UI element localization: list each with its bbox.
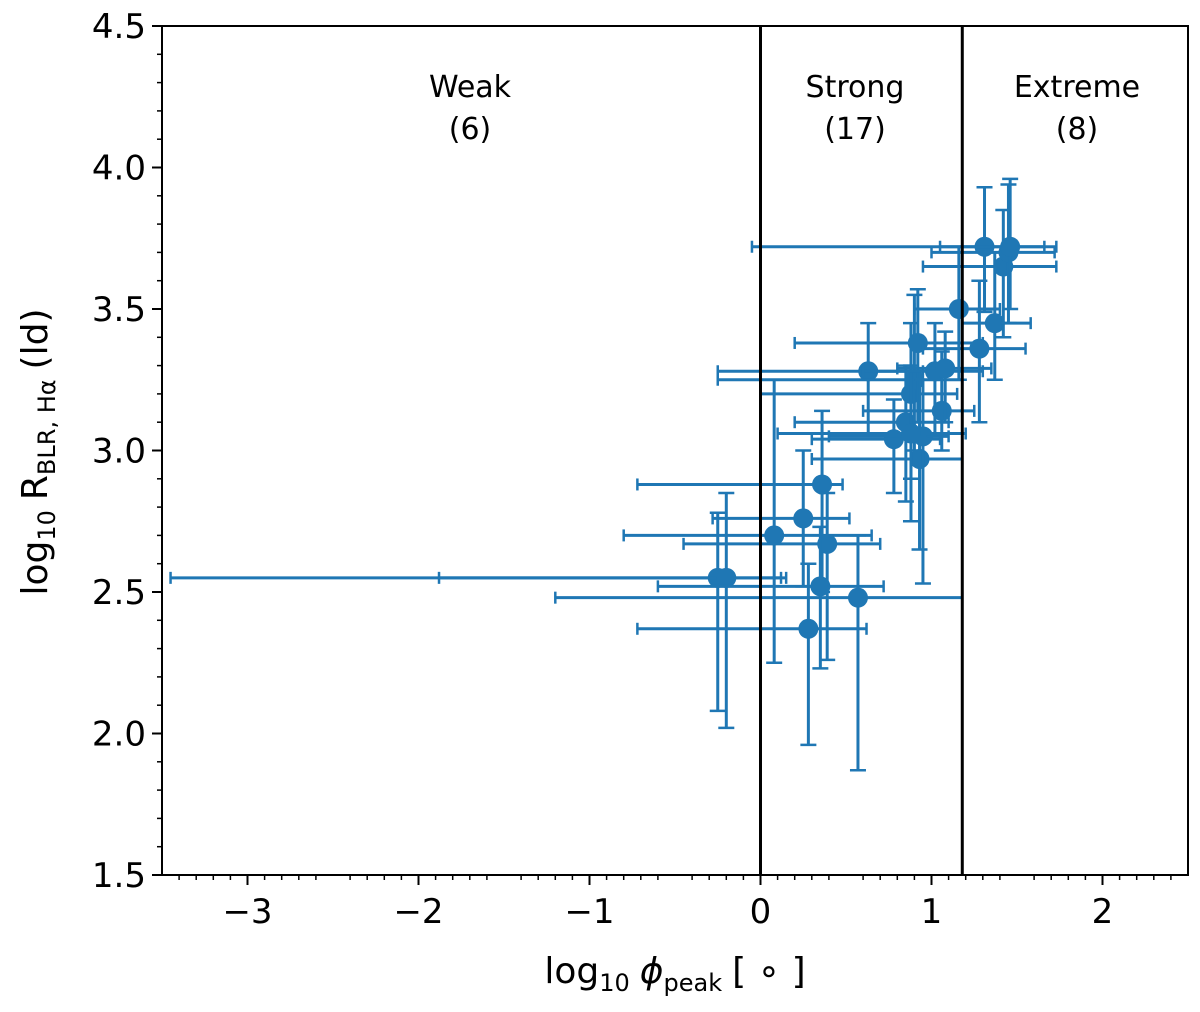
- data-point: [961, 251, 1032, 381]
- x-tick-label: 0: [750, 892, 772, 932]
- x-tick-label: 1: [921, 892, 943, 932]
- y-tick-label: 2.5: [92, 573, 146, 613]
- plot-frame: [161, 25, 1189, 876]
- data-marker: [984, 313, 1005, 334]
- region-labels: Weak (6) Strong (17) Extreme (8): [429, 70, 1140, 147]
- data-point: [930, 183, 1056, 325]
- x-tick-label: −1: [564, 892, 614, 932]
- data-marker: [969, 338, 990, 359]
- region-count-strong: (17): [824, 112, 886, 147]
- x-label-log-sub: 10: [599, 969, 630, 997]
- data-point: [437, 491, 788, 730]
- data-point: [711, 449, 851, 588]
- data-point: [636, 409, 844, 594]
- data-marker: [900, 423, 921, 444]
- data-marker: [1000, 236, 1021, 257]
- data-marker: [716, 567, 737, 588]
- x-axis-label: log10 ϕpeak [ ∘ ]: [544, 951, 805, 997]
- region-label-weak: Weak: [429, 70, 512, 105]
- data-marker: [817, 533, 838, 554]
- region-count-weak: (6): [449, 112, 492, 147]
- data-marker: [935, 358, 956, 379]
- data-marker: [793, 508, 814, 529]
- y-tick-label: 3.5: [92, 290, 146, 330]
- data-point: [896, 330, 993, 424]
- data-marker: [909, 448, 930, 469]
- y-label-unit: (ld): [15, 308, 56, 369]
- data-marker: [798, 618, 819, 639]
- y-tick-label: 1.5: [92, 856, 146, 896]
- y-label-r-sub: BLR, Hα: [33, 379, 61, 475]
- data-point: [810, 370, 964, 551]
- region-divider-lines: [759, 26, 964, 875]
- region-count-extreme: (8): [1056, 112, 1099, 147]
- y-tick-label: 2.0: [92, 715, 146, 755]
- data-point: [776, 364, 967, 523]
- y-axis-label: log10 RBLR, Hα (ld): [15, 308, 61, 595]
- data-point: [682, 491, 882, 662]
- x-label-phi-sub: peak: [664, 969, 723, 997]
- x-label-unit: [ ∘ ]: [732, 951, 806, 992]
- y-tick-label: 3.0: [92, 432, 146, 472]
- region-label-strong: Strong: [806, 70, 905, 105]
- data-point: [554, 534, 964, 772]
- x-label-phi: ϕ: [640, 951, 664, 992]
- data-marker: [847, 587, 868, 608]
- x-tick-label: −3: [222, 892, 272, 932]
- y-tick-label: 4.0: [92, 149, 146, 189]
- axis-ticks: −3 −2 −1 0 1 2 1.5 2.0 2.5 3.0 3.5 4.0 4.5: [92, 7, 1172, 932]
- data-markers: [169, 177, 1058, 772]
- data-marker: [931, 400, 952, 421]
- region-label-extreme: Extreme: [1014, 70, 1140, 105]
- y-tick-label: 4.5: [92, 7, 146, 47]
- data-marker: [810, 576, 831, 597]
- data-marker: [948, 299, 969, 319]
- y-label-r: R: [15, 475, 56, 500]
- data-marker: [812, 474, 833, 495]
- data-point: [938, 177, 1058, 311]
- x-tick-label: −2: [393, 892, 443, 932]
- y-label-log-sub: 10: [33, 510, 61, 541]
- x-tick-label: 2: [1092, 892, 1114, 932]
- data-marker: [764, 525, 785, 546]
- y-label-log: log: [15, 541, 56, 596]
- x-label-log: log: [544, 951, 599, 992]
- data-point: [636, 562, 868, 747]
